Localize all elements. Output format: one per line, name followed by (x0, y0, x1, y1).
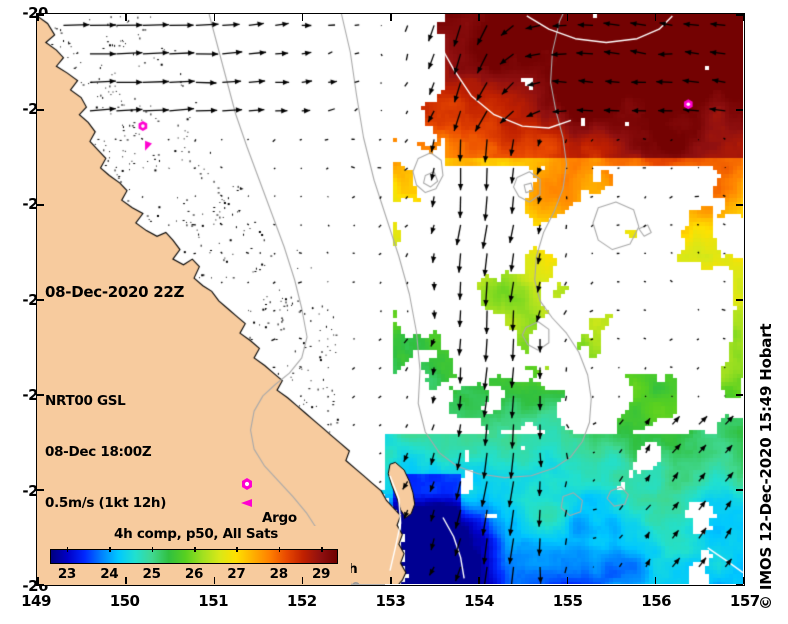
x-tick-label: 151 (198, 592, 229, 610)
axis-tick (478, 577, 480, 584)
axis-tick (478, 14, 480, 21)
colorbar-tick (194, 547, 196, 552)
copyright-credit: © IMOS 12-Dec-2020 15:49 Hobart (757, 323, 775, 610)
axis-tick (37, 489, 44, 491)
x-tick-label: 153 (375, 592, 406, 610)
axis-tick (736, 489, 743, 491)
axis-tick (654, 577, 657, 584)
axis-tick (301, 577, 304, 584)
axis-tick (743, 577, 744, 584)
axis-tick (736, 204, 743, 206)
axis-tick (736, 299, 743, 301)
drifter-arrow-icon (241, 499, 252, 507)
axis-tick (743, 14, 744, 21)
axis-tick (37, 299, 44, 301)
colorbar-tick-label: 23 (57, 566, 77, 582)
colorbar: 4h comp, p50, All Sats 23 24 25 26 27 28 29 (41, 526, 351, 585)
axis-tick (37, 584, 44, 585)
colorbar-tick (66, 547, 69, 552)
axis-tick (566, 577, 568, 584)
axis-tick (37, 577, 39, 584)
colorbar-tick-label: 28 (269, 566, 288, 582)
x-tick-label: 152 (286, 592, 317, 610)
colorbar-tick-label: 25 (142, 566, 161, 582)
axis-tick (390, 14, 392, 21)
axis-tick (566, 14, 568, 21)
x-tick-label: 156 (641, 592, 672, 610)
x-tick-label: 154 (464, 592, 494, 610)
colorbar-tick-label: 24 (100, 566, 119, 582)
axis-tick (301, 14, 304, 21)
bathymetry-legend-sample-line (333, 584, 385, 585)
axis-tick (37, 204, 44, 206)
axis-tick (37, 394, 44, 396)
colorbar-tick (151, 547, 154, 552)
current-legend-line2: 08-Dec 18:00Z (45, 444, 152, 460)
axis-tick (736, 14, 743, 16)
axis-tick (213, 14, 215, 21)
axis-tick (390, 577, 392, 584)
axis-tick (654, 14, 657, 21)
argo-legend-symbols (241, 478, 252, 507)
axis-tick (736, 109, 743, 111)
colorbar-tick (278, 547, 281, 552)
axis-tick (37, 14, 39, 21)
current-legend-line1: NRT00 GSL (45, 393, 126, 409)
argo-drifter-marker-layer[interactable] (37, 14, 743, 584)
colorbar-tick (109, 547, 111, 552)
colorbar-tick (321, 547, 323, 552)
colorbar-tick-label: 26 (184, 566, 204, 582)
colorbar-tick (236, 547, 238, 552)
bathymetry-legend-line1: 200m (333, 580, 383, 585)
map-plot-area[interactable]: 08-Dec-2020 22Z NRT00 GSL 08-Dec 18:00Z … (36, 13, 745, 586)
axis-tick (736, 394, 743, 396)
bathymetry-legend: 200m 1000m (333, 546, 383, 585)
argo-legend-title: Argo (262, 510, 297, 526)
colorbar-tick-label: 27 (227, 566, 246, 582)
axis-tick (213, 577, 215, 584)
argo-float-icon (242, 478, 252, 490)
axis-tick (125, 577, 127, 584)
colorbar-title: 4h comp, p50, All Sats (114, 526, 278, 542)
date-annotation: 08-Dec-2020 22Z (45, 283, 185, 301)
axis-tick (37, 109, 44, 111)
x-tick-label: 157 (729, 592, 760, 610)
colorbar-tick-label: 29 (311, 566, 331, 582)
axis-tick (37, 14, 44, 16)
axis-tick (125, 14, 127, 21)
current-legend: NRT00 GSL 08-Dec 18:00Z 0.5m/s (1kt 12h) (45, 359, 167, 585)
current-legend-line3: 0.5m/s (1kt 12h) (45, 495, 167, 511)
x-tick-label: 150 (109, 592, 140, 610)
axis-tick (736, 584, 743, 585)
x-tick-label: 155 (552, 592, 583, 610)
x-tick-label: 149 (21, 592, 51, 610)
